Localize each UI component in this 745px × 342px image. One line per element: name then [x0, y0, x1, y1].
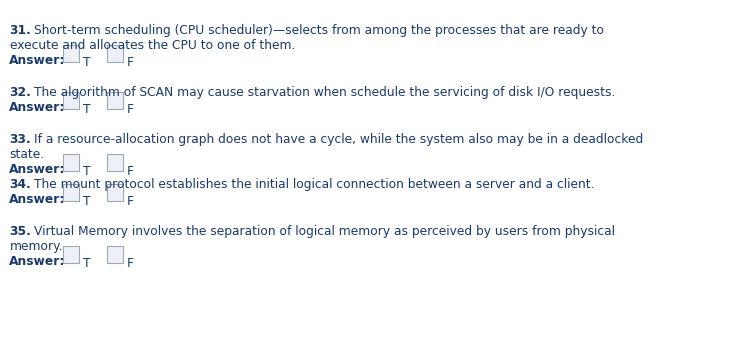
Text: F: F	[127, 103, 133, 116]
Bar	[63, 45, 79, 62]
Bar	[107, 45, 123, 62]
Text: Short-term scheduling (CPU scheduler)—selects from among the processes that are : Short-term scheduling (CPU scheduler)—se…	[34, 24, 604, 37]
Text: 33.: 33.	[10, 133, 31, 146]
Bar	[63, 92, 79, 109]
Text: Answer:: Answer:	[9, 255, 66, 268]
Text: F: F	[127, 195, 133, 208]
Text: 32.: 32.	[10, 86, 31, 99]
Text: The algorithm of SCAN may cause starvation when schedule the servicing of disk I: The algorithm of SCAN may cause starvati…	[34, 86, 615, 99]
Text: 31.: 31.	[10, 24, 31, 37]
Text: T: T	[83, 56, 90, 69]
Text: F: F	[127, 56, 133, 69]
Text: execute and allocates the CPU to one of them.: execute and allocates the CPU to one of …	[10, 39, 295, 52]
Text: F: F	[127, 165, 133, 178]
Text: Answer:: Answer:	[9, 193, 66, 206]
Bar	[107, 92, 123, 109]
Bar	[63, 184, 79, 201]
Text: Answer:: Answer:	[9, 101, 66, 114]
Text: 35.: 35.	[10, 225, 31, 238]
Text: memory.: memory.	[10, 240, 63, 253]
Text: The mount protocol establishes the initial logical connection between a server a: The mount protocol establishes the initi…	[34, 178, 595, 191]
Text: Virtual Memory involves the separation of logical memory as perceived by users f: Virtual Memory involves the separation o…	[34, 225, 615, 238]
Bar	[63, 154, 79, 171]
Bar	[107, 246, 123, 263]
Text: Answer:: Answer:	[9, 163, 66, 176]
Text: 34.: 34.	[10, 178, 31, 191]
Bar	[107, 184, 123, 201]
Text: state.: state.	[10, 148, 45, 161]
Text: F: F	[127, 257, 133, 270]
Text: Answer:: Answer:	[9, 54, 66, 67]
Bar	[107, 154, 123, 171]
Bar	[63, 246, 79, 263]
Text: T: T	[83, 257, 90, 270]
Text: T: T	[83, 195, 90, 208]
Text: T: T	[83, 103, 90, 116]
Text: T: T	[83, 165, 90, 178]
Text: If a resource-allocation graph does not have a cycle, while the system also may : If a resource-allocation graph does not …	[34, 133, 644, 146]
